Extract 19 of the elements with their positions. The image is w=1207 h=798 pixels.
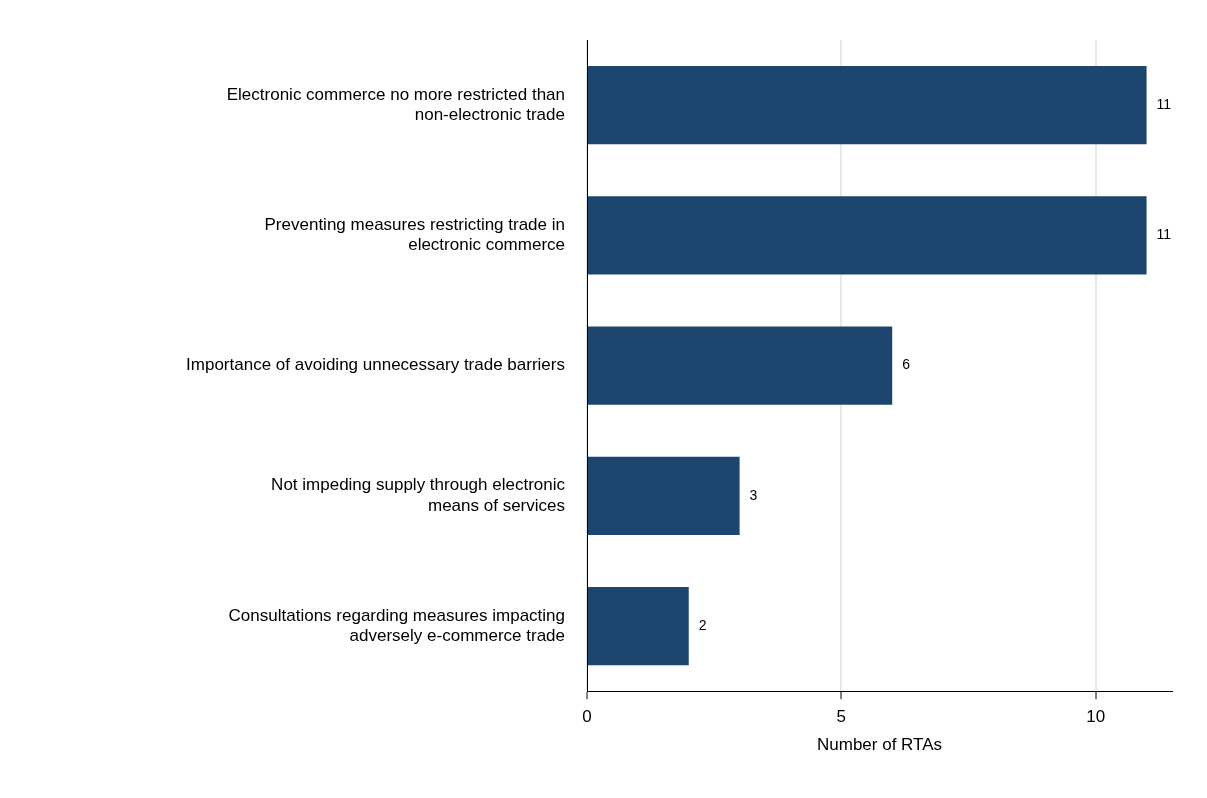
bar <box>588 196 1147 275</box>
x-tick-label: 0 <box>582 707 592 727</box>
bar <box>588 66 1147 145</box>
y-tick-label: Not impeding supply through electronic means of services <box>271 475 566 515</box>
data-label: 11 <box>1156 226 1172 243</box>
bar <box>588 326 893 405</box>
x-tick-label: 10 <box>1086 707 1106 727</box>
data-label: 2 <box>698 616 707 633</box>
y-tick-label: Importance of avoiding unnecessary trade barriers <box>186 355 565 375</box>
x-axis-title: Number of RTAs <box>816 735 943 755</box>
y-tick-label: Consultations regarding measures impacting adversely e-commerce trade <box>228 605 565 645</box>
bar <box>588 456 740 535</box>
y-tick-label: Electronic commerce no more restricted than non-electronic trade <box>226 84 565 125</box>
y-tick-label: Preventing measures restricting trade in electronic commerce <box>264 214 565 255</box>
x-tick-label: 5 <box>836 707 847 727</box>
bar <box>588 587 689 666</box>
data-label: 6 <box>902 356 911 373</box>
data-label: 3 <box>749 486 758 503</box>
data-label: 11 <box>1156 95 1172 112</box>
